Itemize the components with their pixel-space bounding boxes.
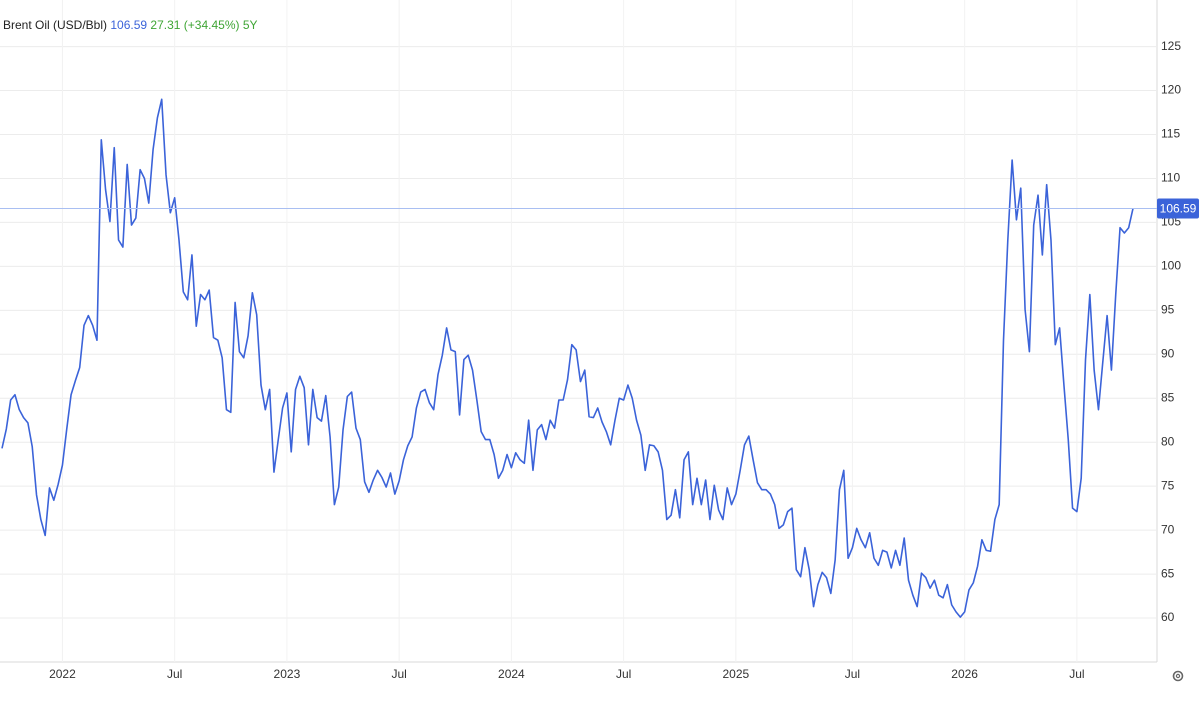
- y-tick-label: 115: [1161, 127, 1180, 141]
- last-price-box: [1157, 198, 1199, 219]
- y-tick-label: 75: [1161, 478, 1175, 492]
- y-tick-label: 85: [1161, 390, 1175, 404]
- price-change: 27.31: [150, 18, 181, 32]
- x-tick-label: Jul: [167, 667, 182, 681]
- instrument-name: Brent Oil (USD/Bbl): [3, 18, 108, 32]
- x-tick-label: 2025: [723, 667, 750, 681]
- gear-hub[interactable]: [1175, 673, 1181, 679]
- x-tick-label: 2026: [951, 667, 978, 681]
- y-tick-label: 90: [1161, 346, 1175, 360]
- x-tick-label: Jul: [616, 667, 631, 681]
- y-tick-label: 100: [1161, 259, 1181, 273]
- x-tick-label: Jul: [845, 667, 860, 681]
- settings-icon[interactable]: [1172, 670, 1184, 682]
- y-tick-label: 70: [1161, 522, 1175, 536]
- x-tick-label: 2024: [498, 667, 525, 681]
- last-price-label: 106.59: [1160, 202, 1197, 216]
- gear-ring[interactable]: [1172, 670, 1184, 682]
- price-line: [1, 98, 1134, 618]
- y-tick-label: 120: [1161, 83, 1181, 97]
- y-tick-label: 65: [1161, 566, 1175, 580]
- x-tick-label: 2023: [274, 667, 301, 681]
- price-change-percent: (+34.45%): [183, 18, 240, 32]
- y-tick-label: 80: [1161, 434, 1175, 448]
- y-tick-label: 110: [1161, 171, 1180, 185]
- chart-header: Brent Oil (USD/Bbl) 106.59 27.31 (+34.45…: [3, 18, 258, 32]
- x-tick-label: Jul: [1069, 667, 1084, 681]
- last-price: 106.59: [110, 18, 148, 32]
- x-tick-label: Jul: [391, 667, 406, 681]
- y-tick-label: 95: [1161, 303, 1175, 317]
- y-tick-label: 60: [1161, 610, 1175, 624]
- y-tick-label: 125: [1161, 39, 1181, 53]
- period[interactable]: 5Y: [242, 18, 258, 32]
- x-tick-label: 2022: [49, 667, 76, 681]
